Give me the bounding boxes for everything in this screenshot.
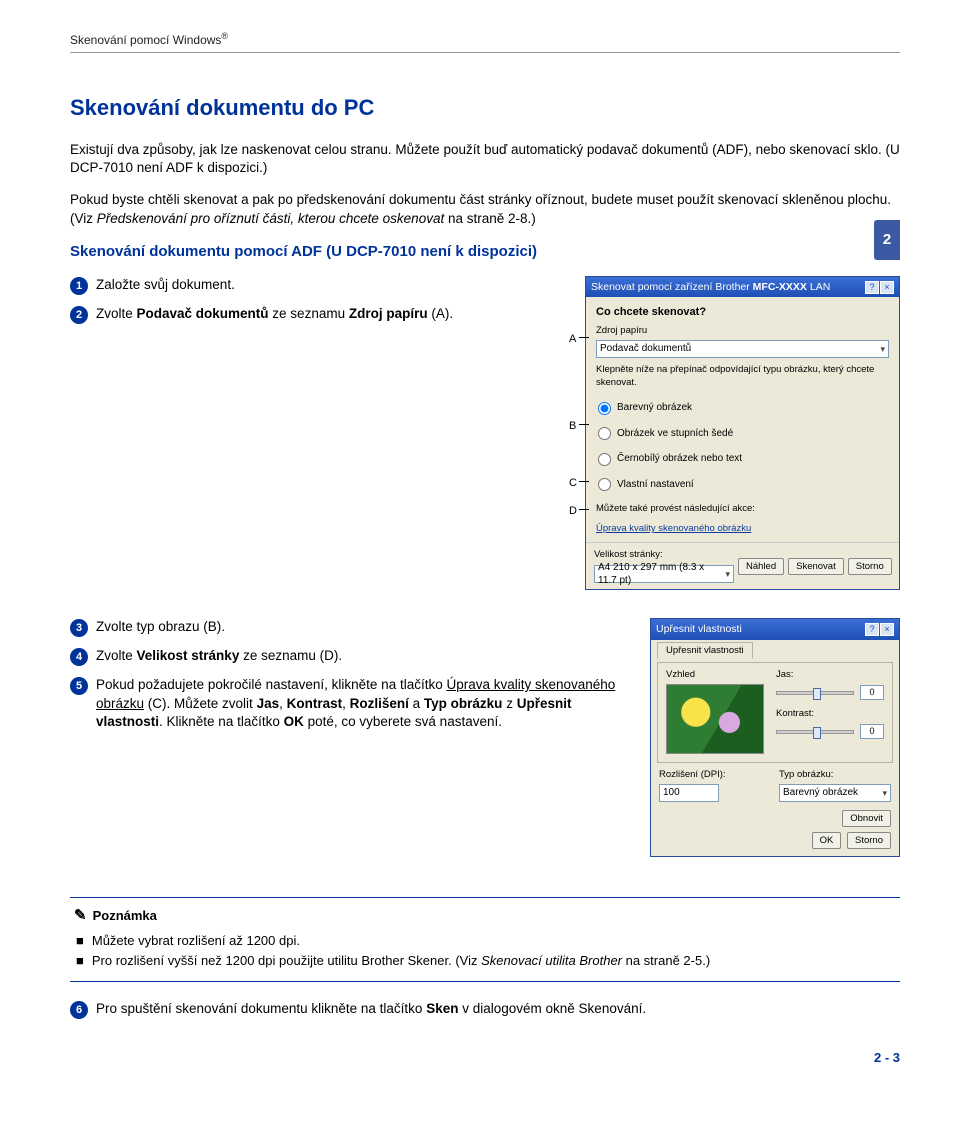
intro-block: Existují dva způsoby, jak lze naskenovat… <box>70 141 900 228</box>
step-3-text: Zvolte typ obrazu (B). <box>96 618 632 636</box>
source-select[interactable]: Podavač dokumentů ▾ <box>596 340 889 358</box>
breadcrumb-text: Skenování pomocí Windows <box>70 33 221 47</box>
size-label: Velikost stránky: <box>594 549 663 560</box>
properties-titlebar: Upřesnit vlastnosti ?× <box>651 619 899 639</box>
actions-note: Můžete také provést následující akce: <box>596 503 889 516</box>
intro-p1: Existují dva způsoby, jak lze naskenovat… <box>70 141 900 177</box>
cancel-button[interactable]: Storno <box>847 832 891 849</box>
quality-link[interactable]: Úprava kvality skenovaného obrázku <box>596 523 751 536</box>
res-input[interactable]: 100 <box>659 784 719 802</box>
note-item-1: ■Můžete vybrat rozlišení až 1200 dpi. <box>76 932 896 950</box>
scan-button[interactable]: Skenovat <box>788 558 844 575</box>
reset-button[interactable]: Obnovit <box>842 810 891 827</box>
page-number: 2 - 3 <box>70 1049 900 1067</box>
radio-color[interactable]: Barevný obrázek <box>598 401 889 415</box>
chevron-down-icon: ▾ <box>880 343 885 355</box>
step-badge-3: 3 <box>70 619 88 637</box>
preview-label: Vzhled <box>666 669 766 682</box>
jas-slider[interactable] <box>776 691 854 695</box>
ok-button[interactable]: OK <box>812 832 842 849</box>
page-size-select[interactable]: A4 210 x 297 mm (8.3 x 11.7 pt) ▾ <box>594 565 734 583</box>
radio-custom[interactable]: Vlastní nastavení <box>598 478 889 492</box>
chevron-down-icon: ▾ <box>725 568 730 580</box>
image-type-radios: Barevný obrázek Obrázek ve stupních šedé… <box>598 401 889 491</box>
jas-label: Jas: <box>776 669 884 682</box>
step-1-text: Založte svůj dokument. <box>96 276 551 294</box>
callout-d: D <box>569 504 577 519</box>
kontrast-slider[interactable] <box>776 730 854 734</box>
radio-gray[interactable]: Obrázek ve stupních šedé <box>598 427 889 441</box>
step-badge-6: 6 <box>70 1001 88 1019</box>
note-icon: ✎ <box>74 906 87 926</box>
jas-value[interactable]: 0 <box>860 685 884 700</box>
close-icon[interactable]: × <box>880 281 894 294</box>
step-2-text: Zvolte Podavač dokumentů ze seznamu Zdro… <box>96 305 551 323</box>
kontrast-value[interactable]: 0 <box>860 724 884 739</box>
scan-dialog-question: Co chcete skenovat? <box>596 305 889 320</box>
help-icon[interactable]: ? <box>865 281 879 294</box>
scan-hint: Klepněte níže na přepínač odpovídající t… <box>596 364 889 390</box>
preview-button[interactable]: Náhled <box>738 558 784 575</box>
kontrast-label: Kontrast: <box>776 708 884 721</box>
scan-dialog-titlebar: Skenovat pomocí zařízení Brother MFC-XXX… <box>586 277 899 297</box>
radio-bw[interactable]: Černobílý obrázek nebo text <box>598 452 889 466</box>
note-heading: Poznámka <box>93 907 157 925</box>
help-icon[interactable]: ? <box>865 623 879 636</box>
callout-c: C <box>569 476 577 491</box>
step-badge-1: 1 <box>70 277 88 295</box>
preview-image <box>666 684 764 754</box>
subsection-title: Skenování dokumentu pomocí ADF (U DCP-70… <box>70 242 900 262</box>
chevron-down-icon: ▾ <box>882 787 887 799</box>
source-label: Zdroj papíru <box>596 325 889 338</box>
intro-p2: Pokud byste chtěli skenovat a pak po pře… <box>70 191 900 227</box>
note-box: ✎ Poznámka ■Můžete vybrat rozlišení až 1… <box>70 897 900 982</box>
window-buttons: ?× <box>864 622 894 636</box>
scan-dialog: Skenovat pomocí zařízení Brother MFC-XXX… <box>585 276 900 590</box>
chapter-tab: 2 <box>874 220 900 260</box>
page-header: Skenování pomocí Windows® <box>70 30 900 53</box>
properties-tab[interactable]: Upřesnit vlastnosti <box>657 642 753 659</box>
page-title: Skenování dokumentu do PC <box>70 93 900 123</box>
callout-b: B <box>569 419 576 434</box>
close-icon[interactable]: × <box>880 623 894 636</box>
step-6-text: Pro spuštění skenování dokumentu kliknět… <box>96 1000 900 1018</box>
step-4-text: Zvolte Velikost stránky ze seznamu (D). <box>96 647 632 665</box>
breadcrumb-sup: ® <box>221 31 228 41</box>
step-badge-4: 4 <box>70 648 88 666</box>
note-item-2: ■ Pro rozlišení vyšší než 1200 dpi použi… <box>76 952 896 970</box>
window-buttons: ?× <box>864 280 894 294</box>
cancel-button[interactable]: Storno <box>848 558 892 575</box>
properties-dialog: Upřesnit vlastnosti ?× Upřesnit vlastnos… <box>650 618 900 857</box>
callout-a: A <box>569 332 576 347</box>
step-badge-5: 5 <box>70 677 88 695</box>
type-label: Typ obrázku: <box>779 769 891 782</box>
step-badge-2: 2 <box>70 306 88 324</box>
type-select[interactable]: Barevný obrázek ▾ <box>779 784 891 802</box>
res-label: Rozlišení (DPI): <box>659 769 771 782</box>
step-5-text: Pokud požadujete pokročilé nastavení, kl… <box>96 676 632 731</box>
